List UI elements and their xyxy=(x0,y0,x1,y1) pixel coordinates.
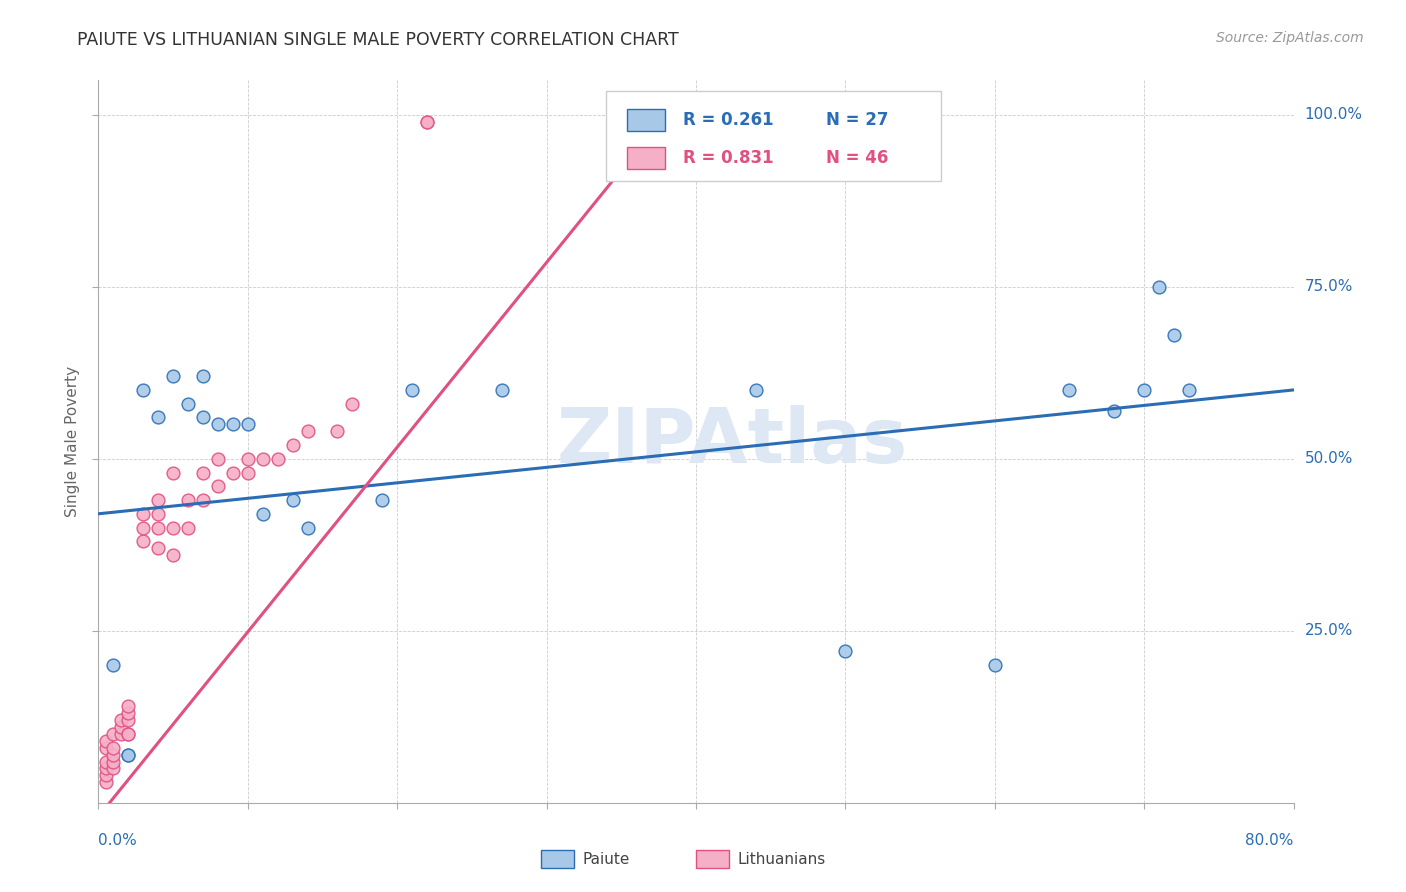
Point xyxy=(162,369,184,384)
Text: N = 27: N = 27 xyxy=(827,111,889,129)
Point xyxy=(132,507,155,521)
Point xyxy=(1104,403,1126,417)
Point xyxy=(117,747,139,762)
Point xyxy=(103,761,125,775)
Point xyxy=(94,734,117,748)
Point xyxy=(207,417,229,432)
Point xyxy=(1147,279,1170,293)
Point xyxy=(94,775,117,789)
Y-axis label: Single Male Poverty: Single Male Poverty xyxy=(65,366,80,517)
Point xyxy=(94,755,117,769)
Point xyxy=(103,755,125,769)
FancyBboxPatch shape xyxy=(627,109,665,131)
Point xyxy=(177,520,200,534)
Point xyxy=(252,451,274,466)
Point xyxy=(110,727,132,741)
Point xyxy=(162,548,184,562)
Point xyxy=(1059,383,1081,397)
Point xyxy=(117,747,139,762)
Point xyxy=(297,424,319,438)
Point xyxy=(94,740,117,755)
FancyBboxPatch shape xyxy=(606,91,941,181)
Point xyxy=(267,451,290,466)
Text: N = 46: N = 46 xyxy=(827,149,889,168)
Point xyxy=(117,713,139,727)
Point xyxy=(148,541,170,556)
FancyBboxPatch shape xyxy=(696,850,730,868)
Point xyxy=(236,451,259,466)
Point xyxy=(222,417,245,432)
Point xyxy=(207,451,229,466)
Point xyxy=(326,424,349,438)
Point xyxy=(177,397,200,411)
Point xyxy=(371,493,394,508)
Point xyxy=(222,466,245,480)
Point xyxy=(236,466,259,480)
Text: 25.0%: 25.0% xyxy=(1305,624,1353,639)
Text: 75.0%: 75.0% xyxy=(1305,279,1353,294)
Text: Source: ZipAtlas.com: Source: ZipAtlas.com xyxy=(1216,31,1364,45)
Point xyxy=(94,768,117,782)
Point xyxy=(117,706,139,721)
Point xyxy=(94,761,117,775)
Text: 0.0%: 0.0% xyxy=(98,833,138,848)
FancyBboxPatch shape xyxy=(541,850,574,868)
Point xyxy=(110,720,132,734)
Point xyxy=(148,520,170,534)
Point xyxy=(207,479,229,493)
Point xyxy=(162,520,184,534)
Point xyxy=(191,493,214,508)
Point xyxy=(984,658,1007,673)
Point xyxy=(103,740,125,755)
Text: 50.0%: 50.0% xyxy=(1305,451,1353,467)
Point xyxy=(745,383,768,397)
Text: R = 0.261: R = 0.261 xyxy=(683,111,773,129)
Point xyxy=(1133,383,1156,397)
Text: ZIPAtlas: ZIPAtlas xyxy=(557,405,907,478)
Text: R = 0.831: R = 0.831 xyxy=(683,149,773,168)
Point xyxy=(132,520,155,534)
Text: 80.0%: 80.0% xyxy=(1246,833,1294,848)
Point xyxy=(148,493,170,508)
Point xyxy=(148,410,170,425)
Point xyxy=(236,417,259,432)
Point xyxy=(281,438,304,452)
Point xyxy=(416,114,439,128)
Point xyxy=(162,466,184,480)
Point xyxy=(416,114,439,128)
Point xyxy=(117,699,139,714)
Point xyxy=(110,713,132,727)
Point xyxy=(132,534,155,549)
Point xyxy=(191,466,214,480)
Text: Paiute: Paiute xyxy=(582,852,630,867)
Point xyxy=(252,507,274,521)
Point xyxy=(342,397,364,411)
Point xyxy=(132,383,155,397)
Point xyxy=(177,493,200,508)
Text: PAIUTE VS LITHUANIAN SINGLE MALE POVERTY CORRELATION CHART: PAIUTE VS LITHUANIAN SINGLE MALE POVERTY… xyxy=(77,31,679,49)
Point xyxy=(191,410,214,425)
Point xyxy=(103,658,125,673)
FancyBboxPatch shape xyxy=(627,147,665,169)
Point xyxy=(148,507,170,521)
Point xyxy=(103,747,125,762)
Point xyxy=(103,727,125,741)
Point xyxy=(491,383,513,397)
Point xyxy=(191,369,214,384)
Point xyxy=(1163,327,1185,342)
Point xyxy=(401,383,423,397)
Point xyxy=(1178,383,1201,397)
Text: 100.0%: 100.0% xyxy=(1305,107,1362,122)
Point xyxy=(117,727,139,741)
Point xyxy=(297,520,319,534)
Point xyxy=(834,644,856,658)
Text: Lithuanians: Lithuanians xyxy=(738,852,827,867)
Point xyxy=(117,727,139,741)
Point xyxy=(281,493,304,508)
